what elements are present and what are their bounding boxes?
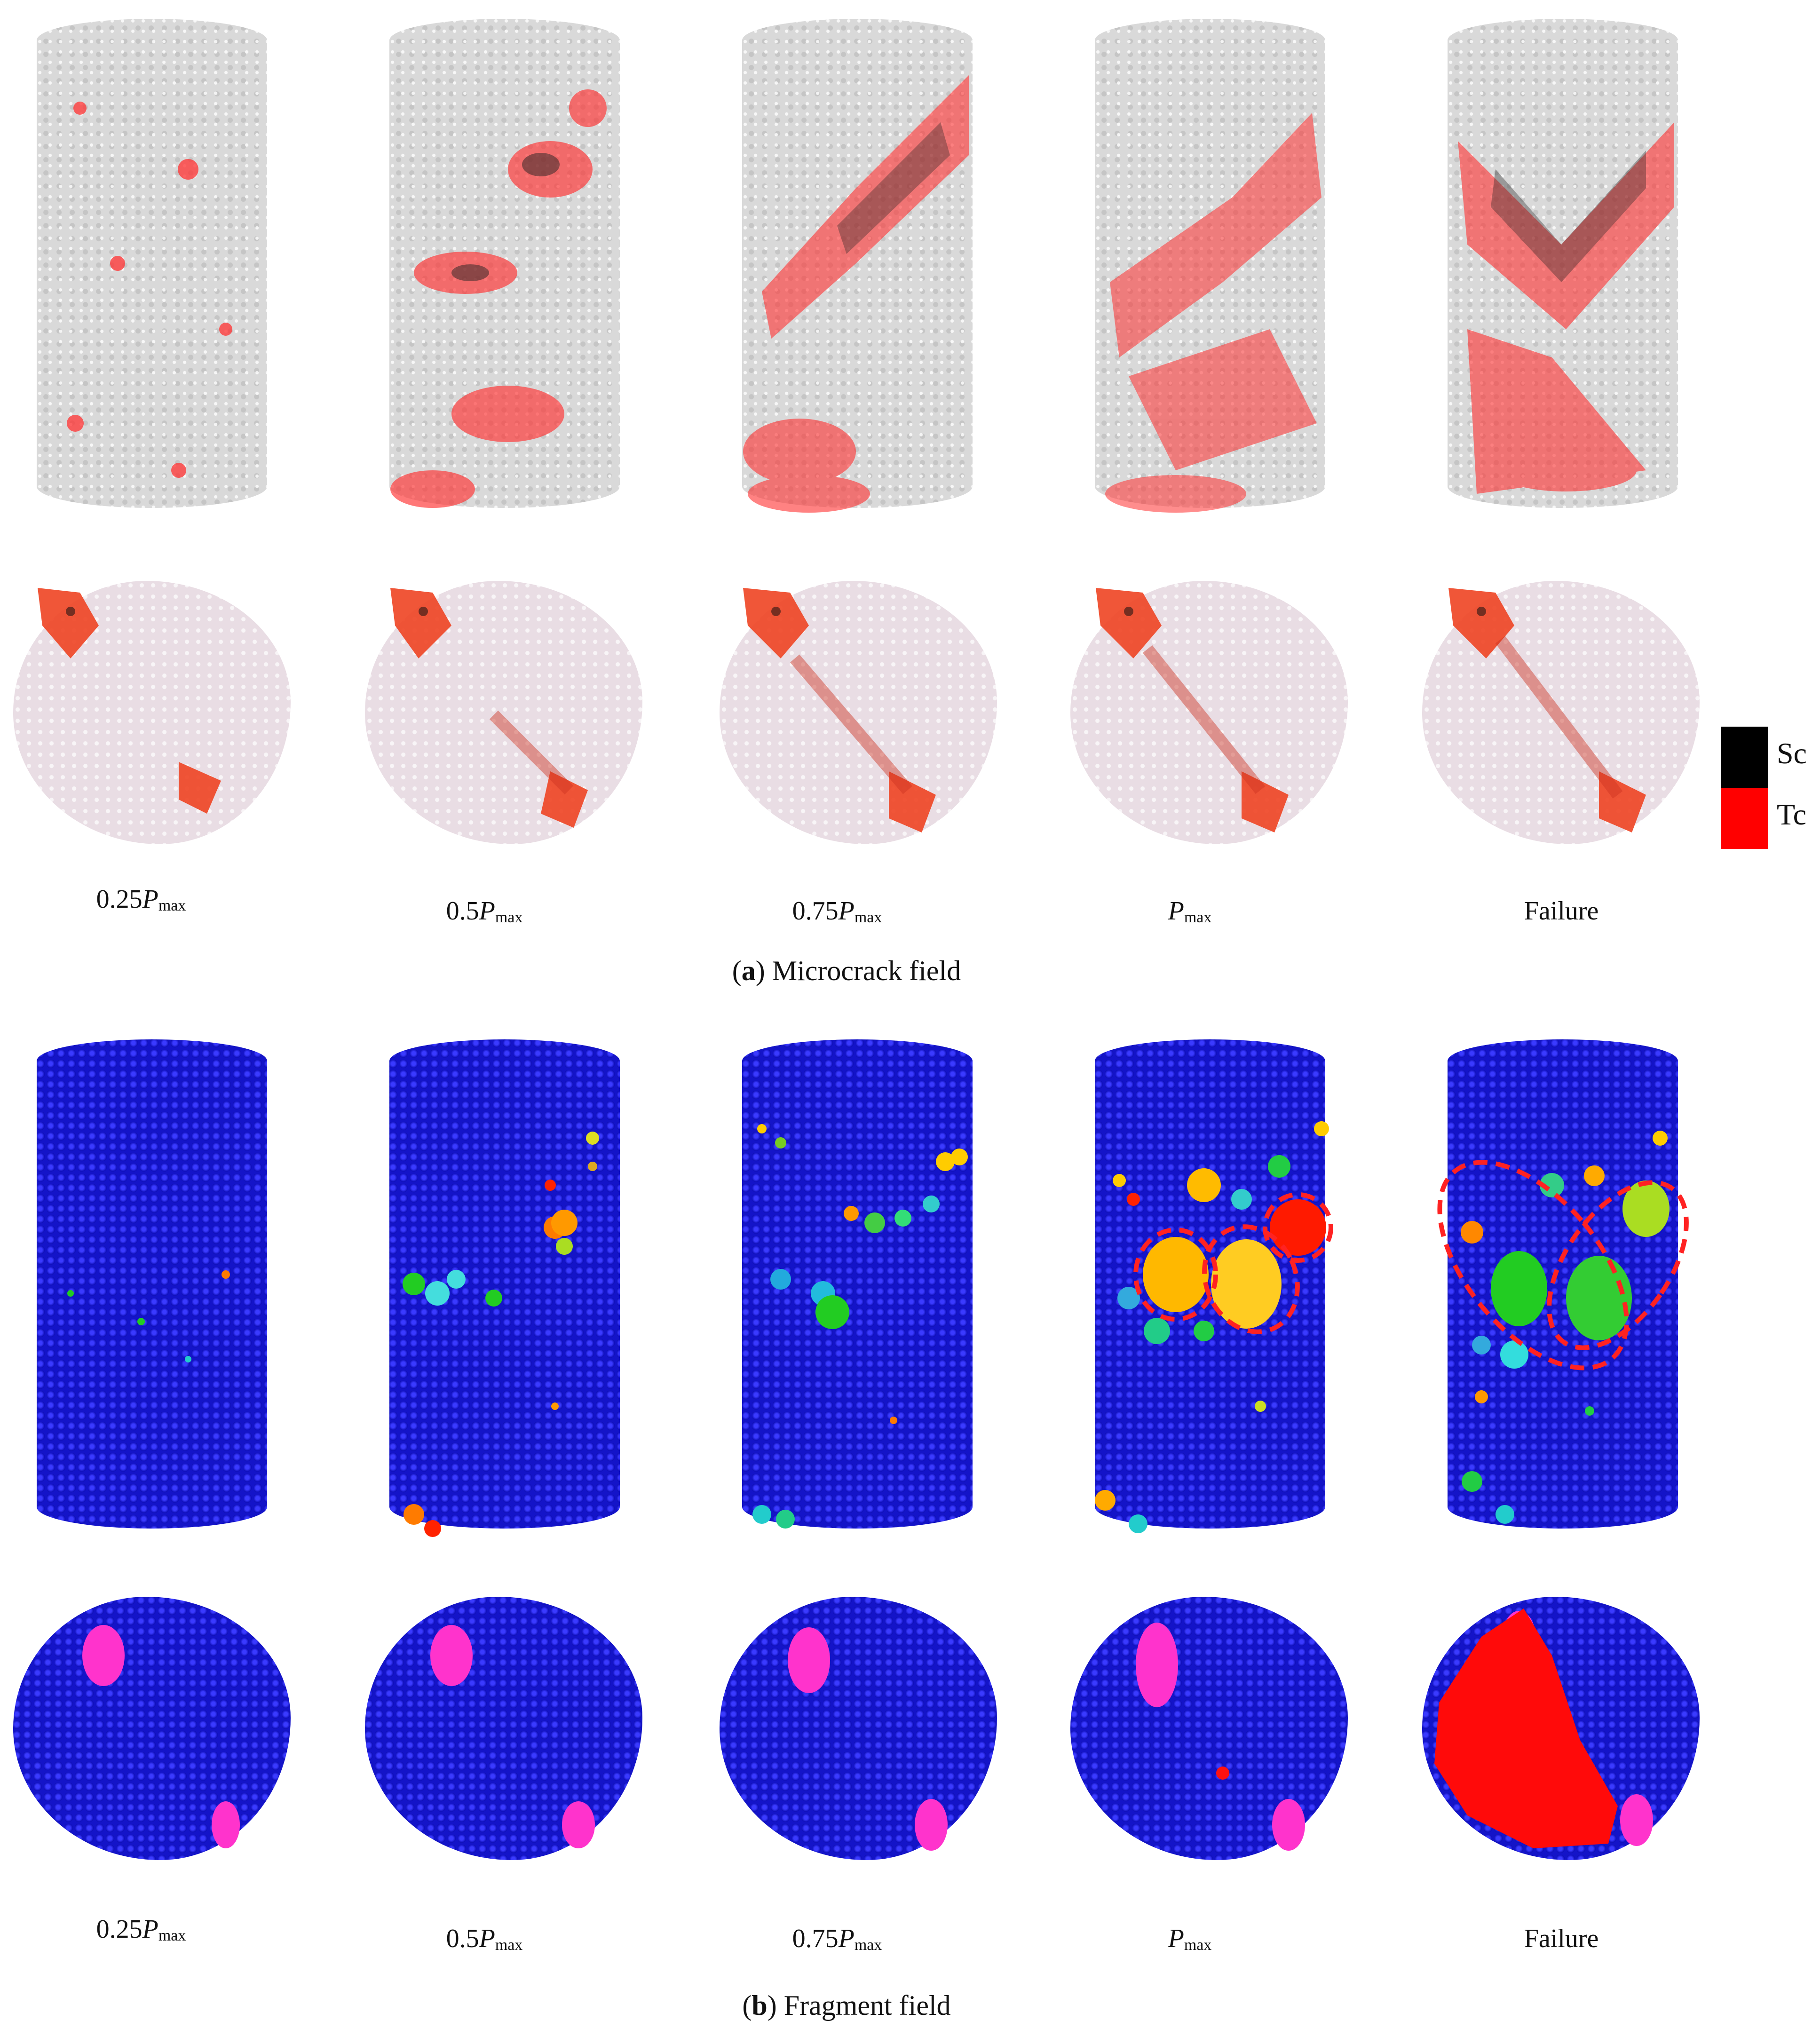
stage-label-a-3: 0.75Pmax (792, 896, 882, 926)
fragment-section-3 (720, 1597, 997, 1860)
stage-label-b-5: Failure (1524, 1924, 1599, 1953)
legend-tc-label: Tc (1777, 798, 1807, 831)
stage-label-b-4: Pmax (1168, 1924, 1212, 1954)
fragment-section-2 (365, 1597, 642, 1860)
stage-label-a-2: 0.5Pmax (446, 896, 523, 926)
legend-sc-swatch (1721, 727, 1768, 788)
stage-label-b-2: 0.5Pmax (446, 1924, 523, 1954)
legend-sc-label: Sc (1777, 737, 1807, 770)
caption-a: (a) Microcrack field (732, 955, 961, 986)
section-crack-overlay (38, 588, 1646, 832)
stage-label-a-5: Failure (1524, 896, 1599, 926)
stage-label-b-1: 0.25Pmax (96, 1915, 186, 1944)
fragment-cylinder-2 (389, 1039, 620, 1529)
microcrack-overlay (67, 75, 1674, 513)
fragment-cylinder-4 (1095, 1039, 1325, 1529)
caption-b: (b) Fragment field (742, 1990, 951, 2021)
fragment-cylinder-5 (1448, 1039, 1678, 1529)
stage-label-a-1: 0.25Pmax (96, 885, 186, 914)
fragment-cylinder-1 (37, 1039, 267, 1529)
stage-label-a-4: Pmax (1168, 896, 1212, 926)
stage-label-b-3: 0.75Pmax (792, 1924, 882, 1954)
fragment-section-1 (13, 1597, 291, 1860)
legend-tc-swatch (1721, 788, 1768, 849)
